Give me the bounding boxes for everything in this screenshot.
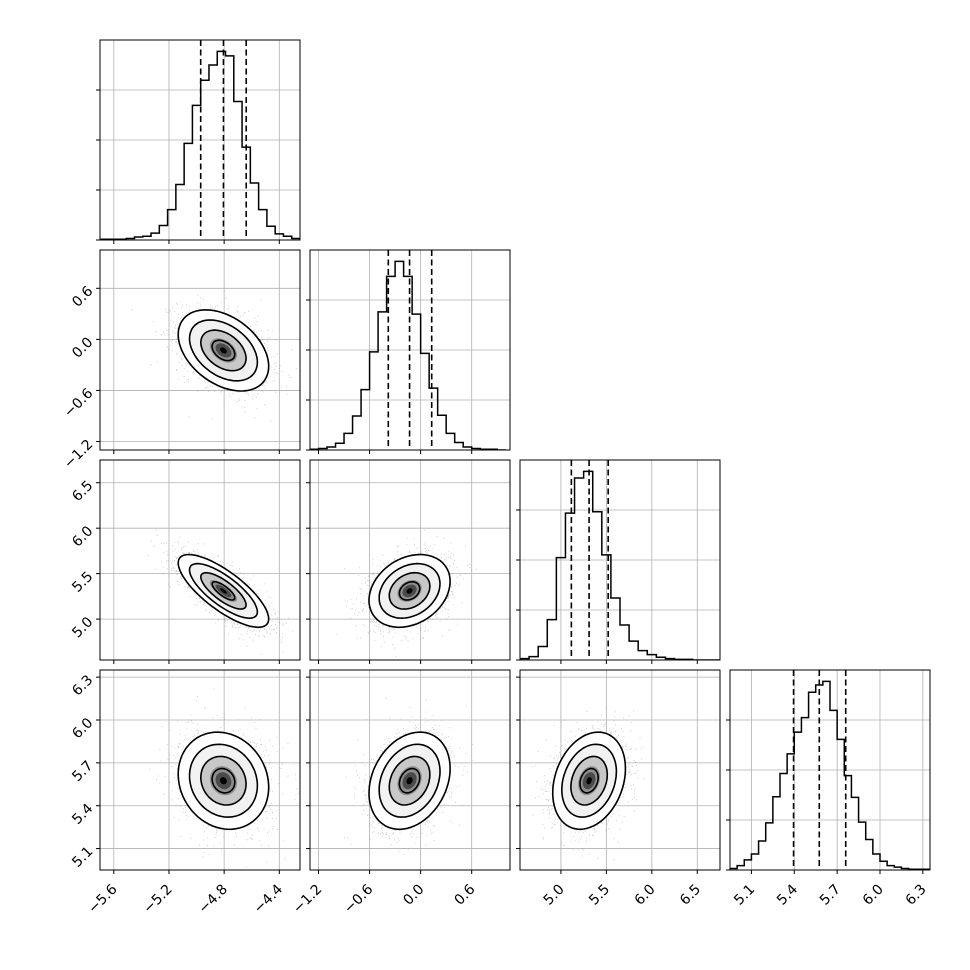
contour-line (378, 743, 441, 818)
contour-line (388, 755, 431, 806)
density-peak (220, 347, 227, 354)
histogram-step (100, 50, 300, 240)
panel-frame (99, 249, 301, 451)
panel-content (310, 670, 510, 870)
x-tick-label: −4.4 (251, 881, 286, 916)
y-tick-label: 6.0 (69, 523, 96, 550)
density-peak (406, 588, 413, 594)
x-tick-label: 0.0 (400, 882, 427, 909)
contour-line (570, 755, 609, 806)
x-tick-label: 5.5 (586, 882, 613, 909)
contour-line (199, 329, 247, 372)
histogram-panel-3 (726, 669, 931, 874)
panel-content (310, 460, 510, 660)
panel-frame (309, 669, 511, 871)
density-peak (406, 777, 413, 785)
contour-line (560, 743, 618, 818)
contour-line (579, 767, 599, 794)
x-tick-label: −5.2 (140, 882, 175, 917)
x-tick-label: 6.0 (632, 882, 659, 909)
contour-line (177, 309, 270, 392)
contour-line (188, 319, 259, 382)
density-panel-0-2 (96, 459, 301, 664)
x-tick-label: −4.8 (196, 882, 231, 917)
density-panel-2-3 (516, 669, 721, 874)
contour-line (199, 571, 247, 610)
density-peak (220, 777, 227, 785)
histogram-panel-1 (306, 249, 511, 454)
density-panel-1-3 (306, 669, 511, 874)
density-panel-0-1 (96, 249, 301, 454)
histogram-step (730, 680, 930, 870)
x-tick-label: 0.6 (451, 881, 478, 908)
contour-line (188, 743, 259, 818)
density-peak (586, 777, 592, 785)
density-panel-0-3 (96, 669, 301, 874)
contour-line (211, 767, 236, 794)
histogram-step (310, 260, 506, 450)
contour-line (388, 571, 431, 610)
x-tick-label: 5.7 (817, 882, 844, 909)
contour-line (199, 755, 247, 806)
contour-line (368, 731, 451, 831)
contour-line (551, 731, 627, 831)
contour-line (398, 581, 421, 601)
y-tick-label: 0.6 (69, 283, 96, 310)
y-tick-label: 5.4 (69, 801, 96, 828)
y-tick-label: 5.7 (69, 758, 96, 785)
y-tick-label: 0.0 (69, 334, 96, 361)
contour-line (177, 731, 270, 831)
y-tick-label: 6.5 (69, 478, 96, 505)
panel-content (100, 460, 300, 660)
contour-line (368, 553, 451, 629)
panel-content (100, 670, 300, 870)
contour-line (211, 339, 236, 362)
x-tick-label: 6.3 (903, 882, 930, 909)
panel-frame (519, 669, 721, 871)
y-tick-label: 6.3 (69, 672, 96, 699)
y-tick-label: 5.0 (69, 614, 96, 641)
density-peak (220, 588, 227, 594)
x-tick-label: 5.1 (731, 882, 758, 909)
y-tick-label: 5.1 (69, 844, 96, 871)
y-tick-label: −0.6 (61, 385, 96, 420)
density-panel-1-2 (306, 459, 511, 664)
x-tick-label: −5.6 (85, 881, 120, 916)
y-tick-label: 5.5 (69, 569, 96, 596)
contour-line (398, 767, 421, 794)
histogram-panel-2 (516, 459, 721, 664)
x-tick-label: −1.2 (290, 882, 325, 917)
x-tick-label: 5.0 (541, 882, 568, 909)
x-tick-label: 6.5 (677, 882, 704, 909)
panel-content (520, 670, 720, 870)
contour-line (378, 562, 441, 620)
x-tick-label: 6.0 (860, 882, 887, 909)
histogram-step (520, 470, 720, 660)
histogram-panel-0 (96, 39, 301, 244)
x-tick-label: −0.6 (341, 881, 376, 916)
panel-content (100, 250, 300, 450)
y-tick-label: −1.2 (61, 437, 96, 472)
panel-frame (99, 459, 301, 661)
contour-line (211, 581, 236, 601)
x-tick-label: 5.4 (774, 881, 801, 908)
contour-line (177, 553, 270, 629)
y-tick-label: 6.0 (69, 715, 96, 742)
panel-frame (99, 669, 301, 871)
contour-line (188, 562, 259, 620)
panel-frame (309, 459, 511, 661)
